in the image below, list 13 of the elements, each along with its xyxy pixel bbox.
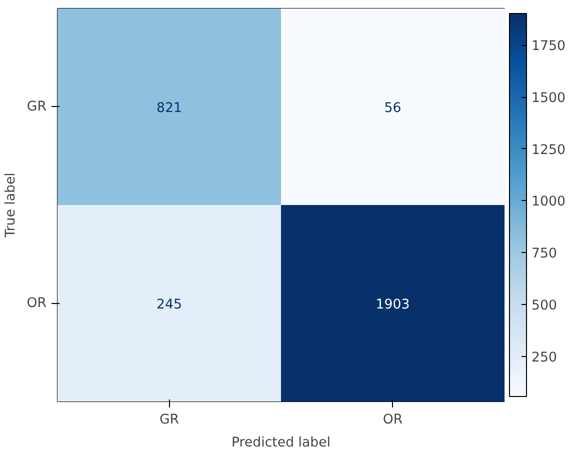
data-label: 821 — [156, 100, 182, 116]
data-label: 245 — [156, 297, 182, 312]
color-bar-label: 1000 — [532, 194, 566, 210]
color-bar-label: 1750 — [532, 39, 566, 54]
data-label: 56 — [384, 100, 402, 116]
x-axis-title: Predicted label — [231, 436, 331, 450]
data-label: 1903 — [376, 297, 410, 312]
color-bar-label: 500 — [532, 298, 557, 314]
color-bar-label: 250 — [532, 350, 557, 366]
y-axis-title: True label — [4, 172, 19, 238]
color-bar-label: 750 — [532, 246, 557, 262]
color-bar-label: 1500 — [532, 91, 566, 106]
color-bar-label: 1250 — [532, 142, 566, 158]
